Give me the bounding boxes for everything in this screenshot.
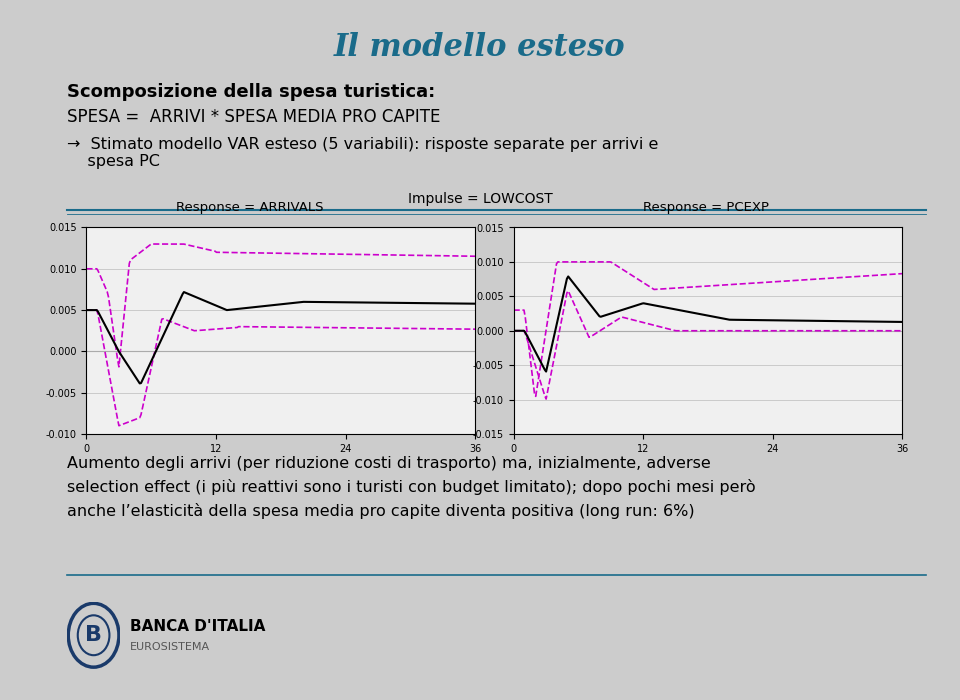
Text: Response = PCEXP: Response = PCEXP — [642, 201, 769, 214]
Text: B: B — [85, 625, 102, 645]
Text: Aumento degli arrivi (per riduzione costi di trasporto) ma, inizialmente, advers: Aumento degli arrivi (per riduzione cost… — [67, 456, 756, 519]
Text: Scomposizione della spesa turistica:: Scomposizione della spesa turistica: — [67, 83, 436, 101]
Text: Impulse = LOWCOST: Impulse = LOWCOST — [408, 192, 552, 206]
Text: BANCA D'ITALIA: BANCA D'ITALIA — [130, 619, 265, 634]
Text: →  Stimato modello VAR esteso (5 variabili): risposte separate per arrivi e
    : → Stimato modello VAR esteso (5 variabil… — [67, 136, 659, 169]
Text: SPESA =  ARRIVI * SPESA MEDIA PRO CAPITE: SPESA = ARRIVI * SPESA MEDIA PRO CAPITE — [67, 108, 441, 127]
Text: EUROSISTEMA: EUROSISTEMA — [130, 643, 209, 652]
Text: Il modello esteso: Il modello esteso — [334, 32, 626, 62]
Text: Response = ARRIVALS: Response = ARRIVALS — [176, 201, 324, 214]
